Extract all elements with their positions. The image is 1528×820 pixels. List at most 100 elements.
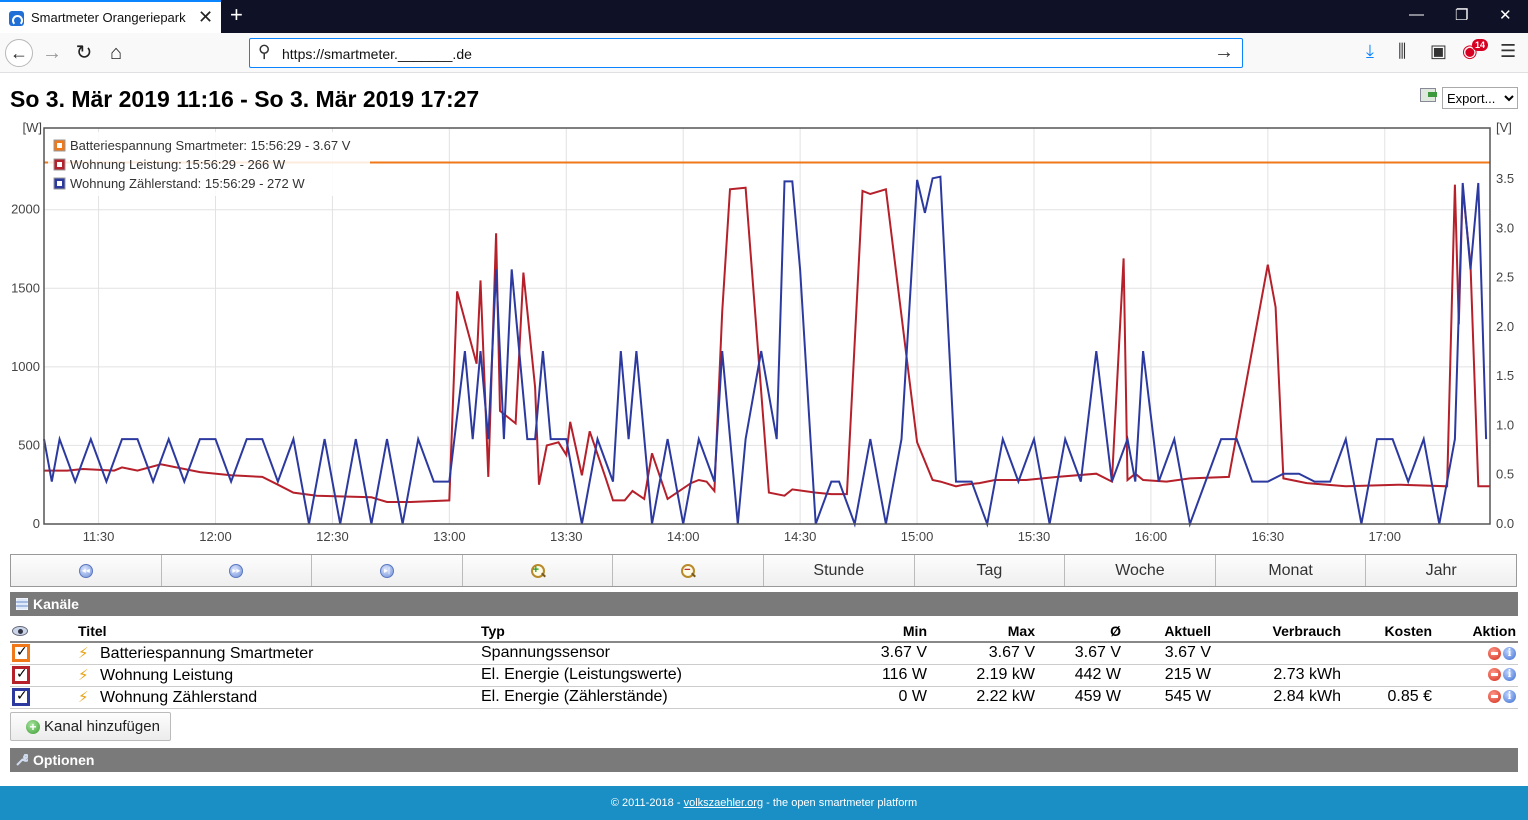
x-tick-label: 13:00: [433, 529, 466, 544]
range-day-button[interactable]: Tag: [914, 555, 1066, 586]
legend-entry: Batteriespannung Smartmeter: 15:56:29 - …: [70, 138, 351, 153]
forward-button[interactable]: ▸▸: [161, 555, 313, 586]
channels-section-header[interactable]: Kanäle: [10, 592, 1518, 616]
back-icon[interactable]: ←: [5, 39, 33, 67]
close-window-icon[interactable]: ✕: [1499, 7, 1512, 24]
x-tick-label: 13:30: [550, 529, 583, 544]
delete-channel-icon[interactable]: [1488, 646, 1501, 660]
channel-avg: 459 W: [1037, 686, 1123, 709]
menu-icon[interactable]: ☰: [1500, 41, 1517, 61]
current-header: Aktuell: [1123, 620, 1213, 643]
home-icon[interactable]: ⌂: [109, 42, 123, 64]
rewind-icon: ◂◂: [78, 563, 93, 578]
channels-section-title: Kanäle: [33, 596, 79, 612]
plot-frame: [43, 127, 1491, 525]
footer-tagline: - the open smartmeter platform: [763, 797, 918, 809]
visibility-checkbox[interactable]: [12, 687, 30, 706]
y-right-unit-label: [V]: [1496, 120, 1512, 135]
go-arrow-icon[interactable]: →: [1214, 41, 1234, 63]
y-right-tick-label: 0.5: [1496, 467, 1514, 482]
info-icon[interactable]: i: [1503, 646, 1516, 660]
legend-entry: Wohnung Leistung: 15:56:29 - 266 W: [70, 157, 286, 172]
skip-end-icon: ▸|: [379, 563, 394, 578]
table-row: ⚡ Batteriespannung Smartmeter Spannungsse…: [10, 642, 1518, 665]
x-tick-label: 16:00: [1135, 529, 1168, 544]
options-section-header[interactable]: Optionen: [10, 748, 1518, 772]
energy-bolt-icon: ⚡: [78, 688, 89, 706]
minimize-icon[interactable]: —: [1409, 6, 1424, 23]
channel-type: El. Energie (Leistungswerte): [479, 664, 809, 687]
channel-current: 3.67 V: [1123, 642, 1213, 665]
legend-entry: Wohnung Zählerstand: 15:56:29 - 272 W: [70, 176, 305, 191]
energy-bolt-icon: ⚡: [78, 666, 89, 684]
range-week-button[interactable]: Woche: [1065, 555, 1216, 586]
channel-cost: 0.85 €: [1343, 686, 1434, 709]
legend-swatch-inner: [57, 181, 62, 186]
delete-channel-icon[interactable]: [1488, 668, 1501, 682]
x-tick-label: 12:30: [316, 529, 349, 544]
range-year-button[interactable]: Jahr: [1366, 555, 1516, 586]
y-left-unit-label: [W]: [23, 120, 43, 135]
y-left-tick-label: 2000: [11, 202, 40, 217]
address-bar[interactable]: ⚲ https://smartmeter._______.de →: [249, 38, 1243, 68]
zoom-in-button[interactable]: +: [462, 555, 614, 586]
x-tick-label: 11:30: [83, 529, 115, 544]
footer-copyright: © 2011-2018 -: [610, 797, 684, 809]
x-tick-label: 16:30: [1252, 529, 1285, 544]
table-icon: [16, 598, 28, 610]
tab-title: Smartmeter Orangeriepark: [31, 10, 186, 25]
url-text[interactable]: https://smartmeter._______.de: [282, 46, 472, 62]
x-tick-label: 14:30: [784, 529, 817, 544]
rewind-button[interactable]: ◂◂: [11, 555, 162, 586]
downloads-icon[interactable]: ⤓: [1366, 41, 1374, 61]
restore-icon[interactable]: ❐: [1455, 7, 1469, 24]
legend-swatch-inner: [57, 162, 62, 167]
close-tab-icon[interactable]: ✕: [198, 7, 214, 27]
info-icon[interactable]: i: [1503, 690, 1516, 704]
table-row: ⚡ Wohnung Zählerstand El. Energie (Zähler…: [10, 686, 1518, 709]
table-header-row: Titel Typ Min Max Ø Aktuell Verbrauch Ko…: [10, 620, 1518, 643]
channel-min: 116 W: [809, 664, 929, 687]
reload-icon[interactable]: ↻: [75, 42, 93, 64]
notification-badge: 14: [1472, 39, 1489, 51]
add-icon: +: [26, 720, 40, 734]
visibility-checkbox[interactable]: [12, 665, 30, 684]
export-icon: [1420, 88, 1437, 102]
new-tab-icon[interactable]: +: [230, 2, 243, 27]
energy-bolt-icon: ⚡: [78, 644, 89, 662]
series-line: [43, 175, 1488, 528]
footer-link[interactable]: volkszaehler.org: [683, 797, 764, 809]
channel-cost: [1343, 664, 1434, 687]
go-to-now-button[interactable]: ▸|: [312, 555, 463, 586]
avg-header: Ø: [1037, 620, 1123, 643]
legend-swatch-inner: [57, 143, 62, 148]
y-left-tick-label: 500: [18, 437, 40, 452]
channel-title: Wohnung Zählerstand: [100, 688, 258, 706]
range-hour-button[interactable]: Stunde: [763, 555, 915, 586]
x-tick-label: 15:30: [1018, 529, 1051, 544]
range-month-button[interactable]: Monat: [1215, 555, 1367, 586]
info-icon[interactable]: i: [1503, 668, 1516, 682]
eye-icon: [12, 625, 28, 636]
footer: © 2011-2018 - volkszaehler.org - the ope…: [0, 786, 1528, 820]
energy-chart[interactable]: 11:30 12:00 12:30 13:00 13:30 14:00 14:30 15:00…: [0, 118, 1528, 548]
y-right-tick-label: 1.5: [1496, 368, 1514, 383]
wrench-icon: [16, 754, 28, 766]
cost-header: Kosten: [1343, 620, 1434, 643]
legend-box: [48, 132, 370, 196]
delete-channel-icon[interactable]: [1488, 690, 1501, 704]
y-left-tick-label: 0: [33, 516, 40, 531]
visibility-checkbox[interactable]: [12, 643, 30, 663]
browser-tab-bar: Smartmeter Orangeriepark ✕ + — ❐ ✕: [0, 0, 1528, 33]
library-icon[interactable]: ⫼: [1398, 41, 1407, 61]
add-channel-button[interactable]: + Kanal hinzufügen: [10, 712, 171, 741]
forward-icon: ▸▸: [229, 563, 244, 578]
action-header: Aktion: [1434, 620, 1518, 643]
sidebar-icon[interactable]: ▣: [1430, 41, 1448, 61]
browser-tab[interactable]: Smartmeter Orangeriepark ✕: [0, 0, 221, 33]
forward-icon[interactable]: →: [42, 42, 62, 64]
zoom-out-button[interactable]: −: [613, 555, 764, 586]
y-left-tick-label: 1500: [11, 280, 40, 295]
channel-max: 2.19 kW: [929, 664, 1037, 687]
export-select[interactable]: Export...: [1442, 87, 1518, 109]
